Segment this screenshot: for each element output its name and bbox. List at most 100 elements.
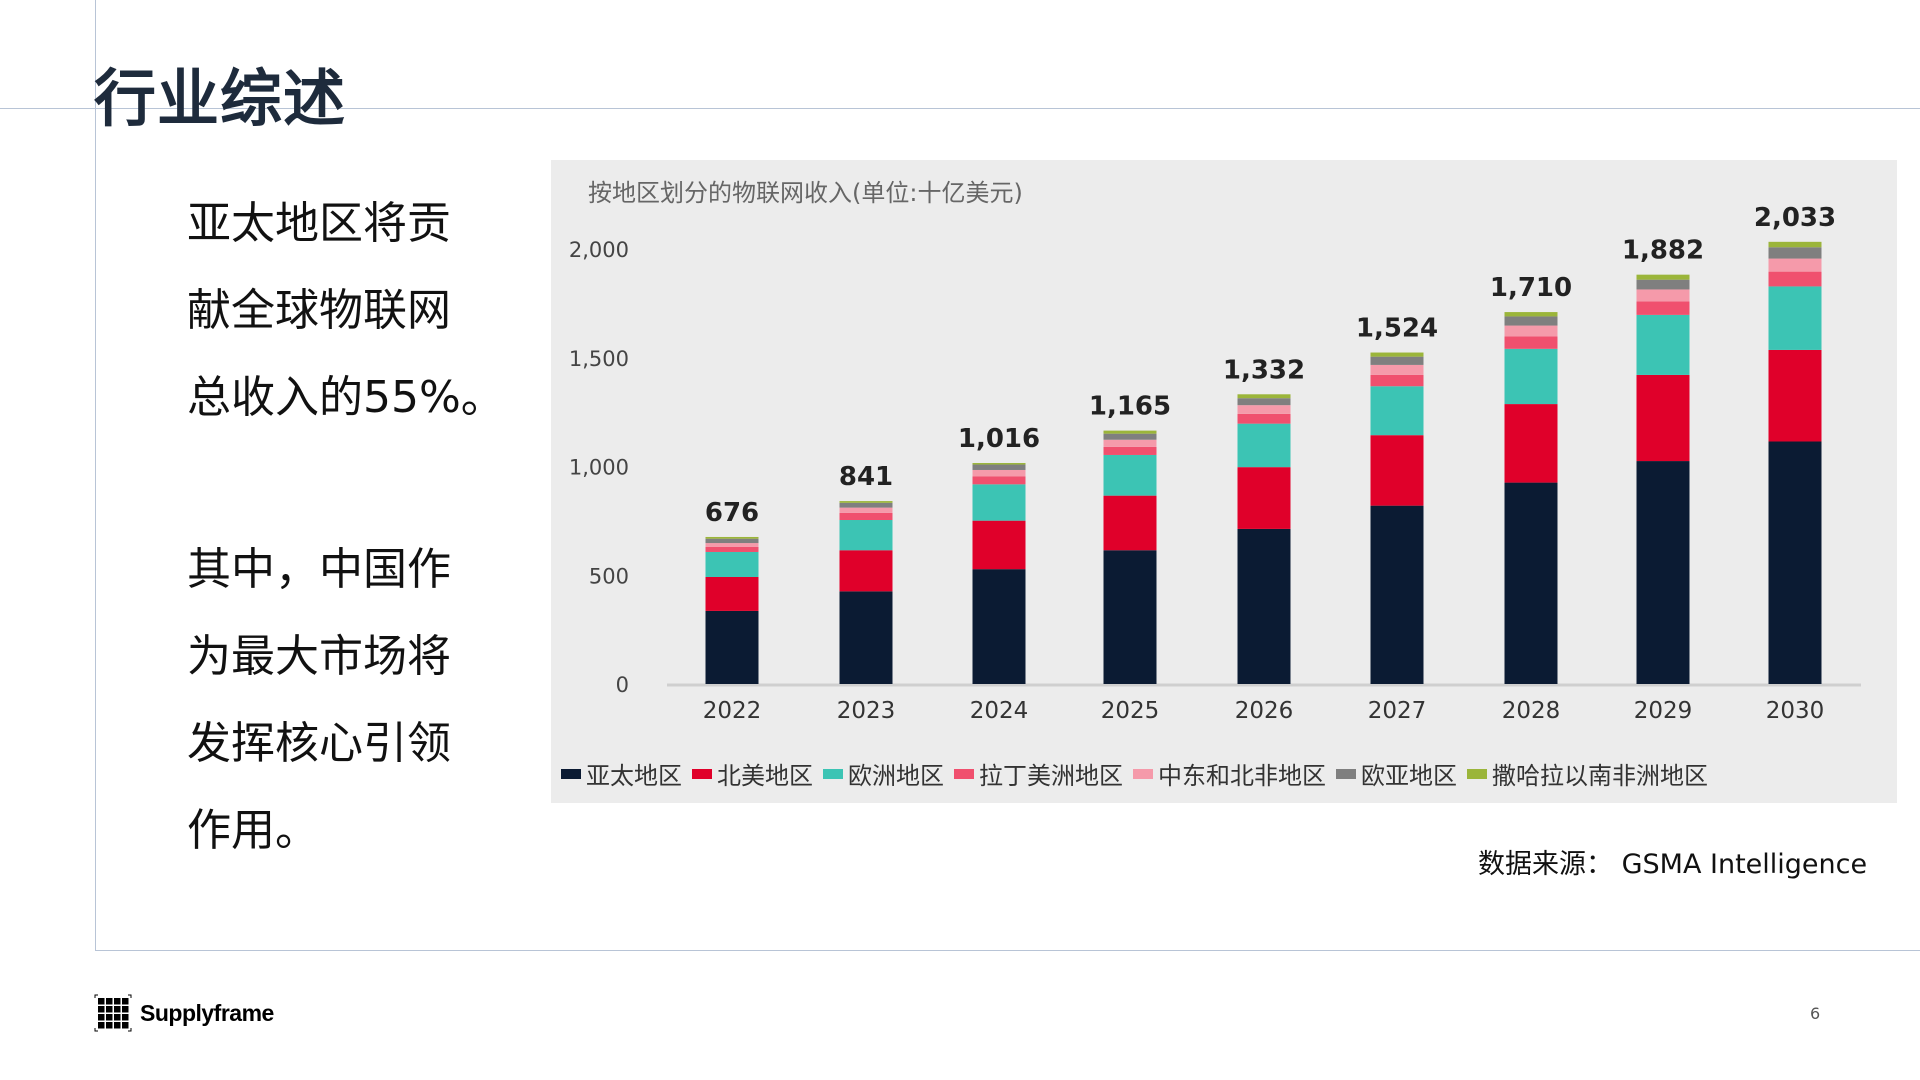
logo-text: Supplyframe (140, 999, 274, 1026)
bar-segment-3 (1103, 446, 1157, 455)
bar-segment-5 (839, 502, 893, 508)
stacked-bar-chart: 按地区划分的物联网收入(单位:十亿美元) 0 500 1,000 1,500 2,000… (569, 179, 1861, 724)
y-tick-label: 1,000 (569, 456, 629, 480)
bar-segment-2 (1237, 423, 1291, 468)
bar-segment-6 (839, 501, 893, 503)
bar-segment-2 (972, 484, 1026, 521)
bar-segment-5 (1768, 247, 1822, 259)
bar-segment-3 (705, 546, 759, 552)
legend-swatch (1336, 768, 1356, 779)
china-paragraph: 其中，中国作 为最大市场将 发挥核心引领 作用。 (187, 526, 517, 874)
bar-segment-3 (839, 512, 893, 521)
chart-title: 按地区划分的物联网收入(单位:十亿美元) (588, 179, 1023, 207)
legend-label: 拉丁美洲地区 (979, 762, 1123, 790)
bar-segment-3 (1636, 301, 1690, 315)
x-tick-label: 2030 (1766, 698, 1825, 724)
total-label: 2,033 (1754, 203, 1836, 233)
summary-line: 总收入的55%。 (187, 372, 505, 423)
bar-segment-0 (705, 610, 759, 684)
legend-swatch (1467, 768, 1487, 779)
bar-segment-3 (1370, 374, 1424, 387)
page-title: 行业综述 (94, 62, 347, 135)
bar-segment-4 (839, 507, 893, 513)
legend-swatch (954, 768, 974, 779)
x-tick-label: 2025 (1101, 698, 1160, 724)
legend-item: 欧洲地区 (823, 756, 944, 791)
bar-segment-0 (1504, 482, 1558, 684)
legend-swatch (823, 768, 843, 779)
legend-swatch (561, 768, 581, 779)
bar-segment-3 (1768, 271, 1822, 287)
legend-item: 撒哈拉以南非洲地区 (1467, 756, 1708, 791)
bar-segment-4 (1768, 258, 1822, 272)
footer-divider (95, 950, 1920, 951)
bar-segment-3 (1237, 413, 1291, 424)
legend-item: 亚太地区 (561, 756, 682, 791)
bar-segment-3 (1504, 336, 1558, 349)
chart-legend: 亚太地区 北美地区 欧洲地区 拉丁美洲地区 中东和北非地区 欧亚地区 撒哈拉以南非洲地区 (561, 756, 1708, 791)
bar-segment-0 (1636, 461, 1690, 684)
bar-segment-6 (1636, 274, 1690, 280)
total-label: 841 (839, 462, 893, 492)
bar-segment-1 (972, 520, 1026, 570)
bar-segment-1 (1237, 467, 1291, 529)
bar-segment-2 (1768, 286, 1822, 350)
page-number: 6 (1810, 1004, 1821, 1023)
summary-paragraph: 亚太地区将贡 献全球物联网 总收入的55%。 (187, 180, 517, 441)
total-label: 1,524 (1356, 314, 1438, 344)
data-source: 数据来源： GSMA Intelligence (1478, 849, 1868, 880)
summary-line: 亚太地区将贡 (187, 198, 451, 249)
bar-segment-4 (705, 543, 759, 547)
total-label: 1,882 (1622, 236, 1704, 266)
legend-item: 中东和北非地区 (1133, 756, 1326, 791)
bar-segment-0 (1237, 528, 1291, 684)
bar-segment-4 (1103, 439, 1157, 447)
x-tick-label: 2026 (1235, 698, 1294, 724)
total-label: 1,332 (1223, 355, 1305, 385)
bar-segment-0 (1768, 441, 1822, 684)
bar-segment-2 (1103, 454, 1157, 496)
bar-segment-5 (1370, 356, 1424, 365)
legend-item: 北美地区 (692, 756, 813, 791)
legend-label: 撒哈拉以南非洲地区 (1492, 762, 1708, 790)
bar-segment-2 (1370, 386, 1424, 436)
total-label: 1,016 (958, 424, 1040, 454)
legend-label: 中东和北非地区 (1158, 762, 1326, 790)
bar-segment-4 (1504, 325, 1558, 337)
bar-segment-5 (972, 464, 1026, 470)
bar-segment-4 (1370, 364, 1424, 375)
x-tick-label: 2023 (837, 698, 896, 724)
bar-segment-4 (1237, 405, 1291, 414)
bar-segment-5 (1103, 433, 1157, 440)
bar-segment-5 (1636, 279, 1690, 290)
bar-segment-2 (705, 551, 759, 577)
legend-label: 亚太地区 (586, 762, 682, 790)
legend-label: 北美地区 (717, 762, 813, 790)
bar-segment-2 (1636, 314, 1690, 375)
total-label: 1,710 (1490, 273, 1572, 303)
chart-panel: 按地区划分的物联网收入(单位:十亿美元) 0 500 1,000 1,500 2,000… (551, 160, 1897, 803)
bar-segment-1 (1103, 495, 1157, 551)
bar-segment-1 (1768, 349, 1822, 442)
china-line: 发挥核心引领 (187, 718, 451, 769)
x-tick-label: 2024 (970, 698, 1029, 724)
legend-item: 欧亚地区 (1336, 756, 1457, 791)
bar-segment-6 (705, 536, 759, 539)
bar-segment-5 (1504, 316, 1558, 326)
bar-segment-3 (972, 476, 1026, 485)
china-line: 作用。 (187, 805, 319, 856)
legend-item: 拉丁美洲地区 (954, 756, 1123, 791)
china-line: 其中，中国作 (187, 544, 451, 595)
x-tick-label: 2027 (1368, 698, 1427, 724)
bar-segment-1 (839, 550, 893, 592)
legend-label: 欧亚地区 (1361, 762, 1457, 790)
legend-label: 欧洲地区 (848, 762, 944, 790)
china-line: 为最大市场将 (187, 631, 451, 682)
supplyframe-logo: Supplyframe (94, 994, 274, 1032)
summary-line: 献全球物联网 (187, 285, 451, 336)
left-divider (95, 0, 96, 950)
bar-segment-0 (839, 591, 893, 684)
bar-segment-0 (972, 569, 1026, 684)
legend-swatch (692, 768, 712, 779)
total-label: 676 (705, 498, 759, 528)
